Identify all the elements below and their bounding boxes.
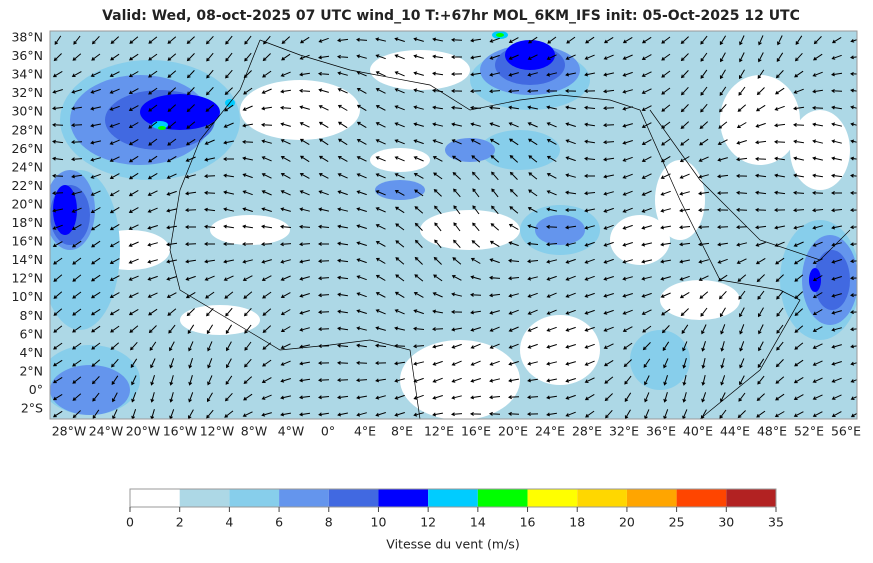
colorbar-tick-label: 35 <box>768 515 784 530</box>
lat-label: 2°N <box>19 363 43 378</box>
lon-labels: 28°W 24°W 20°W 16°W 12°W 8°W 4°W 0° 4°E 8°E 12°E 16… <box>52 424 861 439</box>
colorbar-segment <box>179 489 230 507</box>
colorbar-segment <box>527 489 578 507</box>
coastlines <box>169 39 851 419</box>
colorbar-tick-label: 20 <box>619 515 635 530</box>
lon-label: 48°E <box>757 424 787 439</box>
colorbar-tick-label: 8 <box>325 515 333 530</box>
lon-label: 4°W <box>278 424 305 439</box>
lat-label: 12°N <box>11 271 43 286</box>
lat-label: 22°N <box>11 178 43 193</box>
colorbar-segment <box>477 489 528 507</box>
lat-label: 24°N <box>11 159 43 174</box>
lon-label: 28°E <box>572 424 602 439</box>
lon-label: 8°W <box>241 424 268 439</box>
colorbar-tick-label: 12 <box>420 515 436 530</box>
lat-label: 8°N <box>19 308 43 323</box>
lat-label: 36°N <box>11 48 43 63</box>
colorbar-segment <box>726 489 776 507</box>
colorbar-tick-label: 16 <box>520 515 536 530</box>
colorbar-tick-label: 2 <box>176 515 184 530</box>
lat-label: 26°N <box>11 141 43 156</box>
lon-label: 4°E <box>354 424 376 439</box>
colorbar-segment <box>229 489 280 507</box>
colorbar-tick-label: 14 <box>470 515 486 530</box>
green-spots <box>158 33 504 130</box>
colorbar-segment <box>279 489 329 507</box>
lat-label: 34°N <box>11 67 43 82</box>
lon-label: 0° <box>321 424 335 439</box>
lat-label: 0° <box>29 382 43 397</box>
lat-label: 16°N <box>11 234 43 249</box>
lat-label: 4°N <box>19 345 43 360</box>
lon-label: 12°E <box>424 424 454 439</box>
lon-label: 16°E <box>461 424 491 439</box>
lat-label: 28°N <box>11 122 43 137</box>
lat-label: 38°N <box>11 30 43 45</box>
lat-label: 6°N <box>19 326 43 341</box>
lat-label: 14°N <box>11 252 43 267</box>
lat-label: 30°N <box>11 104 43 119</box>
map <box>50 31 857 419</box>
colorbar-segment <box>676 489 727 507</box>
lon-label: 56°E <box>831 424 861 439</box>
lon-label: 44°E <box>720 424 750 439</box>
lon-label: 36°E <box>646 424 676 439</box>
colorbar-tick-label: 6 <box>275 515 283 530</box>
colorbar-segment <box>626 489 677 507</box>
lon-label: 24°E <box>535 424 565 439</box>
lon-label: 8°E <box>391 424 413 439</box>
colorbar-segment <box>428 489 478 507</box>
colorbar-tick-label: 10 <box>371 515 387 530</box>
lat-labels: 38°N 36°N 34°N 32°N 30°N 28°N 26°N 24°N 22°N 20°N… <box>11 30 43 416</box>
lat-label: 10°N <box>11 289 43 304</box>
lat-label: 20°N <box>11 196 43 211</box>
title: Valid: Wed, 08-oct-2025 07 UTC wind_10 T… <box>102 8 800 24</box>
colorbar-segment <box>328 489 379 507</box>
lon-label: 16°W <box>163 424 198 439</box>
lon-label: 32°E <box>609 424 639 439</box>
wind-arrows <box>52 35 857 419</box>
colorbar-tick-label: 0 <box>126 515 134 530</box>
lon-label: 28°W <box>52 424 87 439</box>
colorbar-segment <box>577 489 627 507</box>
lon-label: 24°W <box>89 424 124 439</box>
colorbar-tick-label: 25 <box>669 515 685 530</box>
lat-label: 2°S <box>21 401 43 416</box>
colorbar-tick-label: 18 <box>569 515 585 530</box>
lon-label: 12°W <box>200 424 235 439</box>
lat-label: 32°N <box>11 85 43 100</box>
colorbar-segment <box>378 489 429 507</box>
lon-label: 20°W <box>126 424 161 439</box>
colorbar-label: Vitesse du vent (m/s) <box>386 537 519 552</box>
colorbar-tick-label: 30 <box>718 515 734 530</box>
lon-label: 52°E <box>794 424 824 439</box>
lat-label: 18°N <box>11 215 43 230</box>
lon-label: 20°E <box>498 424 528 439</box>
colorbar: 0 2 4 6 8 10 12 14 16 18 20 25 30 35 <box>126 488 784 530</box>
colorbar-tick-label: 4 <box>225 515 233 530</box>
colorbar-frame <box>129 488 777 508</box>
map-frame <box>49 30 858 420</box>
colorbar-segment <box>130 489 180 507</box>
lon-label: 40°E <box>683 424 713 439</box>
